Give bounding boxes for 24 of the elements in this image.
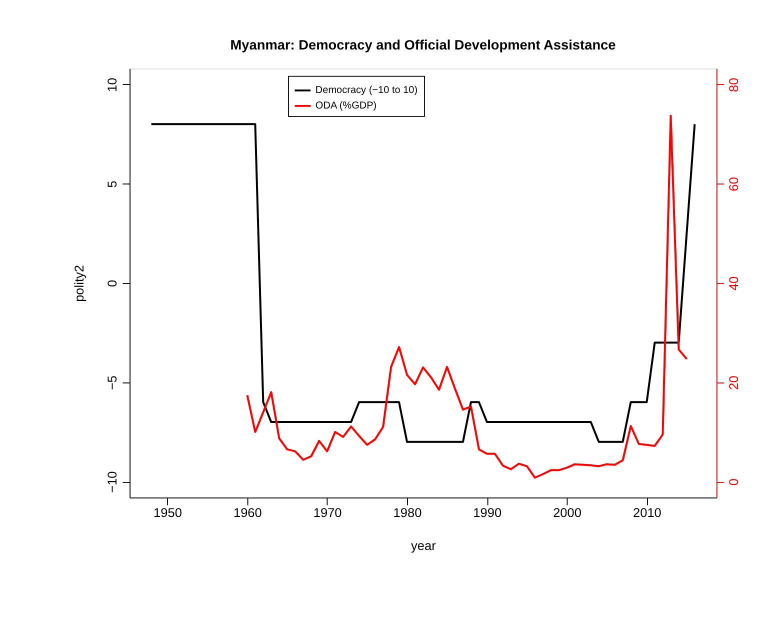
line-series [150, 123, 696, 443]
x-tick-label: 1970 [313, 505, 342, 520]
y2-tick-label: 40 [726, 276, 741, 291]
y-tick-label: 5 [104, 180, 120, 188]
chart-title: Myanmar: Democracy and Official Development Assistance [230, 37, 616, 52]
y2-tick-label: 60 [726, 177, 741, 192]
x-tick-label: 1990 [473, 505, 502, 520]
y2-tick-label: 80 [726, 78, 741, 92]
x-tick-label: 1980 [393, 505, 422, 520]
x-tick-label: 1950 [154, 505, 182, 520]
y-axis-title: polity2 [72, 265, 87, 302]
x-axis-title: year [411, 538, 437, 553]
y2-tick-label: 20 [726, 376, 741, 390]
y-tick-label: 10 [104, 78, 120, 92]
line-series [246, 114, 688, 479]
y2-tick-label: 0 [726, 478, 741, 486]
y-tick-label: −5 [104, 375, 120, 390]
x-tick-label: 1960 [233, 505, 262, 520]
x-tick-label: 2010 [632, 505, 662, 520]
x-tick-label: 2000 [553, 505, 582, 520]
y-tick-label: 0 [104, 280, 120, 288]
legend-label: ODA (%GDP) [315, 100, 377, 112]
legend-label: Democracy (−10 to 10) [315, 85, 418, 96]
y-tick-label: −10 [104, 471, 120, 493]
